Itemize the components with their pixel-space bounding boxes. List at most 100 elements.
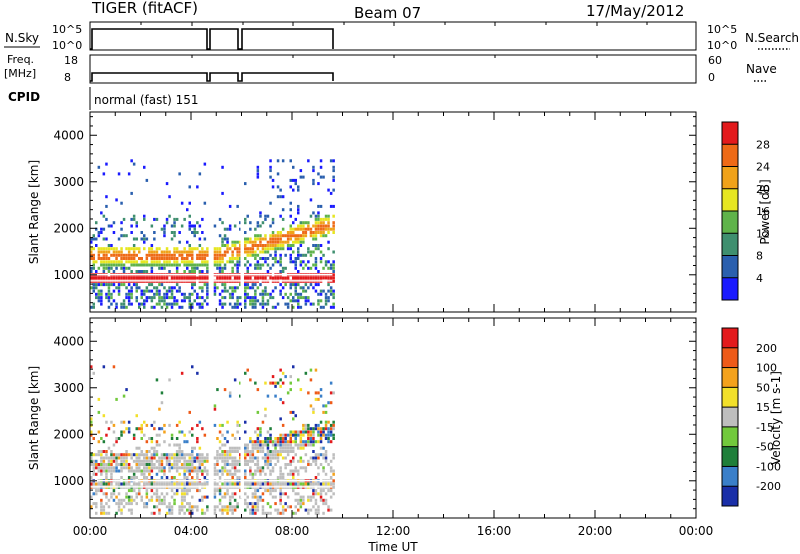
colorbar-tick-label: -200 bbox=[756, 480, 781, 493]
data-cell bbox=[221, 472, 224, 476]
data-cell bbox=[112, 365, 116, 369]
data-cell bbox=[145, 178, 149, 182]
data-cell bbox=[292, 178, 295, 182]
data-cell bbox=[261, 443, 265, 447]
data-cell bbox=[309, 427, 313, 431]
data-cell bbox=[329, 508, 333, 512]
data-cell bbox=[153, 260, 156, 264]
data-cell bbox=[90, 266, 93, 270]
data-cell bbox=[155, 466, 159, 470]
data-cell bbox=[223, 469, 227, 473]
data-cell bbox=[221, 433, 224, 437]
data-cell bbox=[289, 443, 292, 447]
data-cell bbox=[140, 469, 143, 473]
data-cell bbox=[170, 305, 174, 309]
data-cell bbox=[145, 260, 149, 264]
data-cell bbox=[314, 391, 318, 395]
data-cell bbox=[329, 433, 333, 437]
data-cell bbox=[191, 286, 194, 290]
data-cell bbox=[97, 165, 101, 169]
cpid-panel: CPID normal (fast) 151 bbox=[8, 87, 198, 110]
data-cell bbox=[254, 302, 257, 306]
data-cell bbox=[148, 469, 151, 473]
data-cell bbox=[100, 283, 103, 287]
data-cell bbox=[188, 253, 191, 257]
data-cell bbox=[180, 463, 184, 466]
data-cell bbox=[256, 172, 260, 176]
data-cell bbox=[158, 276, 161, 280]
data-cell bbox=[191, 508, 194, 512]
data-cell bbox=[143, 456, 146, 460]
data-cell bbox=[110, 244, 113, 247]
data-cell bbox=[259, 427, 262, 431]
data-cell bbox=[332, 221, 335, 225]
data-cell bbox=[107, 446, 111, 450]
data-cell bbox=[244, 263, 247, 267]
data-cell bbox=[198, 257, 202, 260]
data-cell bbox=[170, 495, 174, 499]
data-cell bbox=[178, 453, 181, 457]
data-cell bbox=[165, 292, 169, 296]
data-cell bbox=[297, 253, 300, 257]
data-cell bbox=[221, 466, 224, 470]
data-cell bbox=[289, 430, 292, 434]
data-cell bbox=[297, 257, 300, 260]
data-cell bbox=[302, 276, 305, 280]
data-cell bbox=[130, 191, 133, 195]
data-cell bbox=[223, 234, 227, 238]
data-cell bbox=[266, 270, 270, 273]
data-cell bbox=[246, 214, 249, 218]
data-cell bbox=[112, 221, 116, 225]
data-cell bbox=[196, 482, 199, 486]
data-cell bbox=[193, 289, 196, 293]
data-cell bbox=[304, 289, 308, 293]
velocity-ylabel: Slant Range [km] bbox=[27, 366, 41, 470]
data-cell bbox=[299, 446, 303, 450]
data-cell bbox=[244, 430, 247, 434]
data-cell bbox=[254, 381, 257, 385]
data-cell bbox=[302, 459, 305, 463]
data-cell bbox=[115, 305, 118, 309]
data-cell bbox=[183, 498, 186, 502]
data-cell bbox=[160, 266, 164, 270]
data-cell bbox=[256, 489, 260, 493]
data-cell bbox=[95, 283, 98, 287]
data-cell bbox=[231, 463, 234, 466]
data-cell bbox=[140, 437, 143, 440]
data-cell bbox=[244, 492, 247, 496]
data-cell bbox=[130, 292, 133, 296]
data-cell bbox=[186, 296, 189, 300]
data-cell bbox=[228, 260, 232, 264]
data-cell bbox=[163, 482, 166, 486]
data-cell bbox=[246, 250, 249, 254]
data-cell bbox=[312, 276, 315, 280]
velocity-colorbar-label: Velocity [m s-1] bbox=[769, 371, 783, 465]
data-cell bbox=[274, 453, 277, 457]
data-cell bbox=[163, 299, 166, 303]
data-cell bbox=[165, 217, 169, 221]
data-cell bbox=[216, 253, 219, 257]
data-cell bbox=[145, 296, 149, 300]
data-cell bbox=[158, 498, 161, 502]
data-cell bbox=[180, 505, 184, 509]
data-cell bbox=[236, 423, 239, 427]
data-cell bbox=[302, 289, 305, 293]
data-cell bbox=[309, 378, 313, 382]
data-cell bbox=[314, 423, 318, 427]
data-cell bbox=[90, 505, 93, 509]
data-cell bbox=[191, 260, 194, 264]
data-cell bbox=[191, 459, 194, 463]
data-cell bbox=[266, 263, 270, 267]
data-cell bbox=[198, 270, 202, 273]
data-cell bbox=[153, 237, 156, 241]
data-cell bbox=[97, 266, 101, 270]
data-cell bbox=[191, 495, 194, 499]
data-cell bbox=[281, 270, 285, 273]
data-cell bbox=[107, 463, 111, 466]
data-cell bbox=[213, 456, 217, 460]
data-cell bbox=[317, 492, 320, 496]
data-cell bbox=[319, 489, 323, 493]
data-cell bbox=[317, 299, 320, 303]
data-cell bbox=[196, 266, 199, 270]
data-cell bbox=[92, 302, 95, 306]
